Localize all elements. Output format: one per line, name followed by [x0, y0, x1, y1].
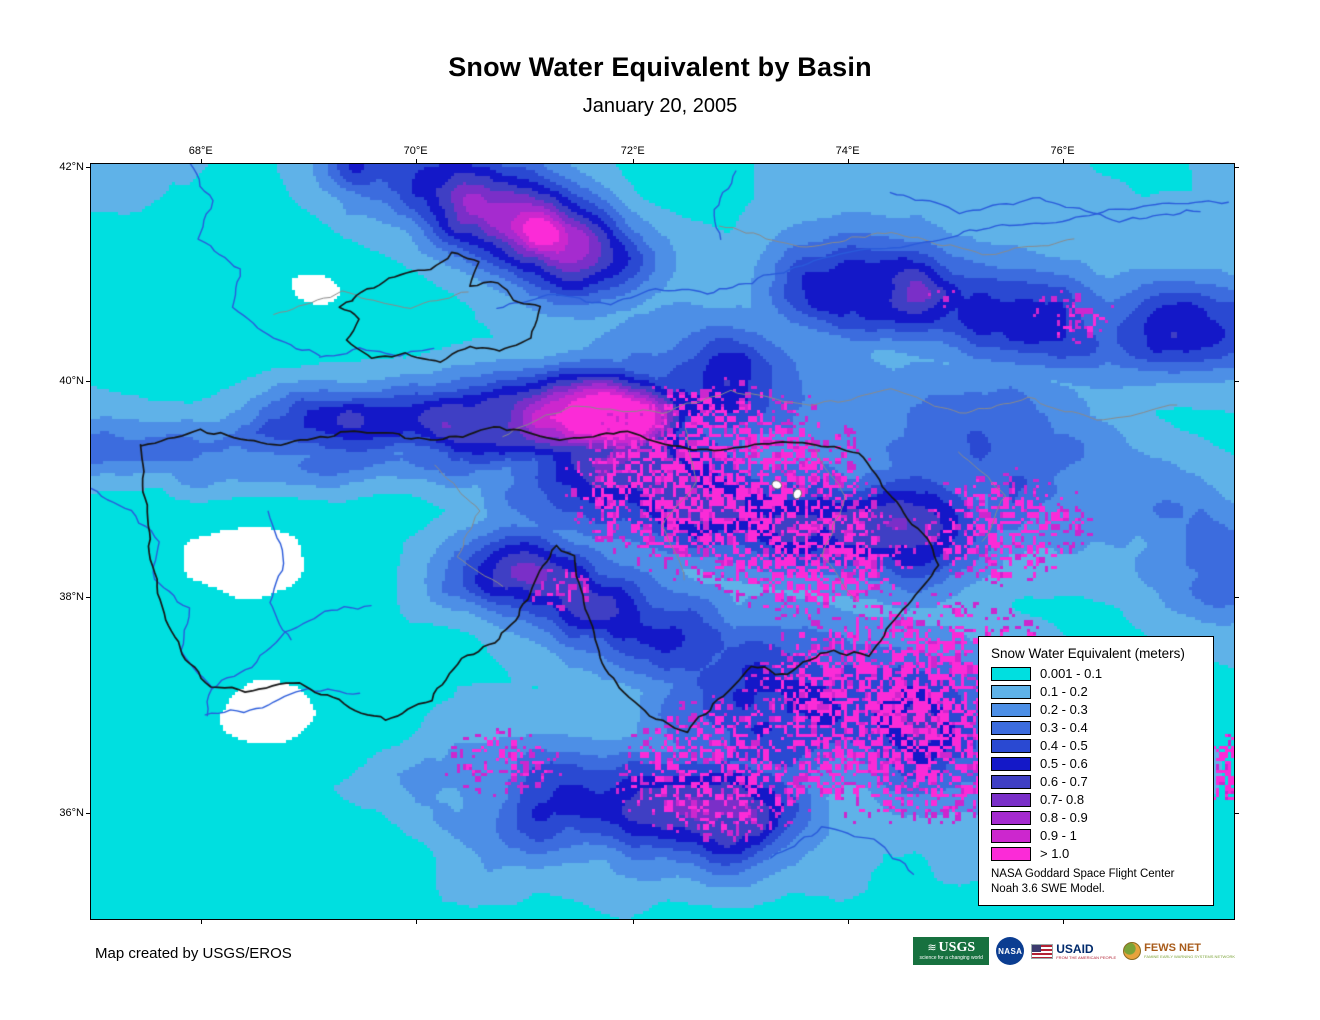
legend-label: > 1.0: [1040, 846, 1070, 862]
legend-label: 0.2 - 0.3: [1040, 702, 1088, 718]
nasa-logo: NASA: [996, 937, 1025, 965]
usgs-wave-icon: ≋: [927, 941, 937, 954]
legend-label: 0.9 - 1: [1040, 828, 1077, 844]
tick-mark: [1234, 596, 1239, 598]
legend-swatch: [991, 846, 1031, 861]
fews-net-logo-tagline: FAMINE EARLY WARNING SYSTEMS NETWORK: [1144, 954, 1235, 959]
legend-swatch: [991, 684, 1031, 699]
y-tick-label: 40°N: [59, 374, 84, 387]
map-frame: Snow Water Equivalent (meters) 0.001 - 0…: [59, 145, 1239, 924]
legend-label: 0.7- 0.8: [1040, 792, 1085, 808]
tick-mark: [1234, 813, 1239, 815]
legend-entry: 0.3 - 0.4: [991, 720, 1205, 735]
logo-strip: ≋ USGS science for a changing world NASA…: [913, 936, 1235, 966]
usaid-logo-tagline: FROM THE AMERICAN PEOPLE: [1056, 954, 1117, 960]
tick-mark: [1062, 919, 1064, 924]
legend: Snow Water Equivalent (meters) 0.001 - 0…: [978, 636, 1214, 906]
x-tick-label: 70°E: [403, 145, 428, 157]
tick-mark: [86, 596, 91, 598]
legend-entry: 0.5 - 0.6: [991, 756, 1205, 771]
tick-mark: [1062, 159, 1064, 164]
tick-mark: [632, 159, 634, 164]
tick-mark: [1234, 167, 1239, 169]
legend-entry: 0.7- 0.8: [991, 792, 1205, 807]
legend-entry: 0.6 - 0.7: [991, 774, 1205, 789]
tick-mark: [86, 813, 91, 815]
tick-mark: [415, 919, 417, 924]
globe-icon: [1123, 942, 1142, 960]
nasa-logo-text: NASA: [998, 946, 1023, 956]
tick-mark: [86, 167, 91, 169]
legend-label: 0.6 - 0.7: [1040, 774, 1088, 790]
legend-swatch: [991, 720, 1031, 735]
legend-swatch: [991, 774, 1031, 789]
y-tick-label: 36°N: [59, 807, 84, 820]
legend-entry: 0.2 - 0.3: [991, 702, 1205, 717]
page-title: Snow Water Equivalent by Basin: [448, 52, 872, 82]
legend-swatch: [991, 738, 1031, 753]
x-tick-label: 76°E: [1050, 145, 1075, 157]
usgs-logo: ≋ USGS science for a changing world: [913, 937, 990, 965]
tick-mark: [200, 159, 202, 164]
tick-mark: [847, 919, 849, 924]
y-tick-label: 42°N: [59, 161, 84, 174]
usaid-flag-icon: [1031, 943, 1054, 959]
legend-entry: > 1.0: [991, 846, 1205, 861]
usgs-logo-tagline: science for a changing world: [919, 955, 983, 961]
legend-label: 0.1 - 0.2: [1040, 684, 1088, 700]
fews-net-logo: FEWS NET FAMINE EARLY WARNING SYSTEMS NE…: [1123, 942, 1235, 960]
usgs-logo-text: USGS: [938, 940, 976, 955]
x-tick-label: 72°E: [620, 145, 645, 157]
legend-entry: 0.1 - 0.2: [991, 684, 1205, 699]
tick-mark: [415, 159, 417, 164]
tick-mark: [632, 919, 634, 924]
legend-entry: 0.9 - 1: [991, 828, 1205, 843]
legend-swatch: [991, 792, 1031, 807]
legend-source: NASA Goddard Space Flight Center Noah 3.…: [991, 867, 1205, 897]
tick-mark: [1234, 380, 1239, 382]
legend-swatch: [991, 756, 1031, 771]
legend-label: 0.4 - 0.5: [1040, 738, 1088, 754]
tick-mark: [86, 380, 91, 382]
legend-entry: 0.4 - 0.5: [991, 738, 1205, 753]
legend-title: Snow Water Equivalent (meters): [991, 646, 1185, 662]
usaid-logo: USAID FROM THE AMERICAN PEOPLE: [1031, 941, 1117, 960]
x-tick-label: 68°E: [188, 145, 213, 157]
x-tick-label: 74°E: [835, 145, 860, 157]
legend-entry: 0.001 - 0.1: [991, 666, 1205, 681]
usaid-logo-text: USAID: [1056, 941, 1094, 956]
legend-swatch: [991, 828, 1031, 843]
legend-label: 0.5 - 0.6: [1040, 756, 1088, 772]
fews-net-logo-text: FEWS NET: [1144, 942, 1202, 954]
legend-entries: 0.001 - 0.1 0.1 - 0.2 0.2 - 0.3 0.3 - 0.4 0.…: [991, 666, 1205, 861]
map-credit: Map created by USGS/EROS: [95, 945, 292, 962]
y-tick-label: 38°N: [59, 590, 84, 603]
legend-source-line2: Noah 3.6 SWE Model.: [991, 883, 1105, 896]
page-subtitle: January 20, 2005: [582, 95, 738, 117]
legend-label: 0.3 - 0.4: [1040, 720, 1088, 736]
legend-swatch: [991, 810, 1031, 825]
legend-entry: 0.8 - 0.9: [991, 810, 1205, 825]
legend-swatch: [991, 666, 1031, 681]
legend-label: 0.8 - 0.9: [1040, 810, 1088, 826]
tick-mark: [847, 159, 849, 164]
tick-mark: [200, 919, 202, 924]
legend-source-line1: NASA Goddard Space Flight Center: [991, 868, 1175, 881]
legend-swatch: [991, 702, 1031, 717]
legend-label: 0.001 - 0.1: [1040, 666, 1103, 682]
